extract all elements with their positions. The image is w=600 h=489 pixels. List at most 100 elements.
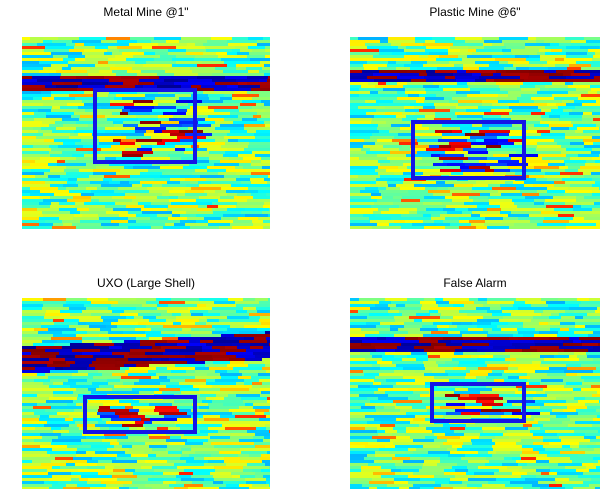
image-stripe bbox=[148, 370, 171, 373]
image-stripe bbox=[220, 160, 251, 163]
image-stripe bbox=[420, 394, 431, 397]
image-stripe bbox=[528, 427, 540, 430]
image-stripe bbox=[412, 163, 433, 166]
image-stripe bbox=[22, 415, 40, 418]
image-stripe bbox=[120, 169, 148, 172]
image-stripe bbox=[569, 337, 579, 340]
image-stripe bbox=[350, 331, 379, 334]
image-stripe bbox=[49, 385, 70, 388]
image-stripe bbox=[449, 301, 474, 304]
image-stripe bbox=[501, 145, 523, 148]
image-stripe bbox=[350, 379, 374, 382]
image-stripe bbox=[182, 328, 191, 331]
image-stripe bbox=[220, 313, 249, 316]
image-stripe bbox=[483, 316, 503, 319]
image-stripe bbox=[52, 106, 60, 109]
image-stripe bbox=[596, 409, 600, 412]
image-stripe bbox=[162, 130, 179, 133]
image-stripe bbox=[564, 58, 592, 61]
image-stripe bbox=[583, 316, 600, 319]
image-stripe bbox=[438, 310, 459, 313]
image-stripe bbox=[585, 325, 600, 328]
image-stripe bbox=[419, 160, 443, 163]
image-stripe bbox=[45, 85, 56, 88]
image-stripe bbox=[102, 418, 111, 421]
image-stripe bbox=[252, 385, 270, 388]
image-stripe bbox=[573, 208, 592, 211]
image-stripe bbox=[225, 427, 256, 430]
image-stripe bbox=[244, 382, 252, 385]
image-stripe bbox=[110, 442, 119, 445]
image-stripe bbox=[358, 37, 388, 40]
image-stripe bbox=[591, 172, 600, 175]
image-stripe bbox=[405, 109, 419, 112]
image-stripe bbox=[101, 106, 124, 109]
image-stripe bbox=[166, 439, 187, 442]
image-stripe bbox=[232, 49, 240, 52]
image-stripe bbox=[559, 43, 571, 46]
image-stripe bbox=[584, 145, 600, 148]
image-stripe bbox=[82, 214, 98, 217]
image-stripe bbox=[230, 223, 253, 226]
image-stripe bbox=[549, 76, 566, 79]
image-stripe bbox=[151, 40, 166, 43]
image-stripe bbox=[436, 301, 449, 304]
image-stripe bbox=[253, 448, 270, 451]
image-stripe bbox=[350, 166, 378, 169]
image-stripe bbox=[22, 316, 44, 319]
image-stripe bbox=[534, 100, 562, 103]
image-stripe bbox=[425, 88, 443, 91]
image-stripe bbox=[580, 166, 600, 169]
image-stripe bbox=[547, 187, 568, 190]
image-stripe bbox=[214, 445, 226, 448]
image-stripe bbox=[240, 103, 256, 106]
image-stripe bbox=[261, 100, 270, 103]
image-stripe bbox=[67, 103, 84, 106]
image-stripe bbox=[393, 100, 416, 103]
image-stripe bbox=[215, 127, 244, 130]
image-stripe bbox=[519, 100, 534, 103]
image-stripe bbox=[57, 163, 86, 166]
image-stripe bbox=[423, 43, 453, 46]
image-stripe bbox=[405, 220, 423, 223]
image-stripe bbox=[350, 436, 372, 439]
image-stripe bbox=[22, 427, 35, 430]
image-stripe bbox=[234, 334, 257, 337]
image-stripe bbox=[443, 298, 469, 301]
image-stripe bbox=[370, 307, 390, 310]
image-stripe bbox=[370, 184, 388, 187]
image-stripe bbox=[578, 154, 599, 157]
image-stripe bbox=[361, 85, 375, 88]
image-stripe bbox=[48, 175, 60, 178]
image-stripe bbox=[232, 343, 250, 346]
image-stripe bbox=[144, 52, 155, 55]
image-stripe bbox=[110, 67, 132, 70]
image-stripe bbox=[22, 301, 42, 304]
image-stripe bbox=[573, 340, 581, 343]
image-stripe bbox=[185, 442, 203, 445]
image-stripe bbox=[436, 58, 462, 61]
image-stripe bbox=[170, 361, 187, 364]
image-stripe bbox=[540, 58, 555, 61]
image-stripe bbox=[181, 391, 199, 394]
image-stripe bbox=[442, 133, 465, 136]
image-stripe bbox=[459, 361, 485, 364]
image-stripe bbox=[560, 451, 585, 454]
image-stripe bbox=[580, 46, 599, 49]
image-stripe bbox=[504, 379, 527, 382]
image-stripe bbox=[350, 310, 358, 313]
image-stripe bbox=[212, 325, 230, 328]
image-stripe bbox=[544, 403, 558, 406]
image-stripe bbox=[112, 199, 132, 202]
image-stripe bbox=[53, 394, 78, 397]
image-stripe bbox=[235, 46, 248, 49]
image-stripe bbox=[350, 70, 362, 73]
image-stripe bbox=[479, 76, 506, 79]
image-stripe bbox=[350, 307, 370, 310]
image-stripe bbox=[208, 106, 238, 109]
image-stripe bbox=[215, 370, 227, 373]
image-stripe bbox=[576, 196, 584, 199]
image-stripe bbox=[380, 424, 395, 427]
image-stripe bbox=[540, 364, 566, 367]
image-stripe bbox=[583, 172, 591, 175]
